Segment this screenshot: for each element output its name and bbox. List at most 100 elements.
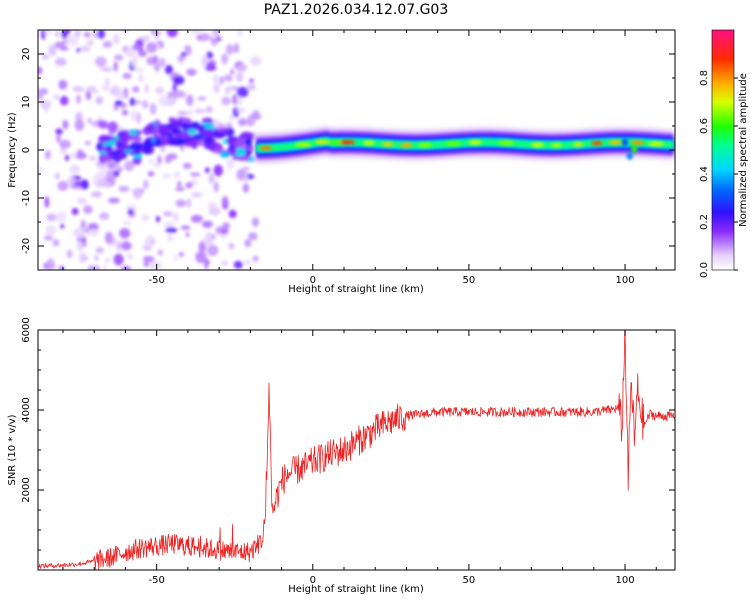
band-hotspot bbox=[630, 140, 645, 145]
noise-blob bbox=[233, 42, 240, 54]
noise-blob bbox=[60, 223, 65, 229]
noise-blob bbox=[221, 260, 229, 266]
noise-blob bbox=[107, 121, 119, 134]
noise-blob bbox=[162, 222, 175, 228]
noise-blob bbox=[175, 186, 185, 192]
noise-blob bbox=[141, 99, 149, 109]
cluster-blob bbox=[154, 137, 162, 147]
noise-blob bbox=[159, 145, 166, 153]
noise-blob bbox=[160, 57, 166, 68]
snr-y-axis-label: SNR (10 * v/v) bbox=[7, 414, 18, 485]
noise-blob bbox=[185, 182, 193, 189]
snr-x-axis-label: Height of straight line (km) bbox=[288, 584, 424, 595]
noise-blob bbox=[221, 53, 228, 65]
noise-blob bbox=[44, 150, 51, 160]
noise-blob bbox=[177, 110, 188, 116]
spectrogram-y-axis-label: Frequency (Hz) bbox=[7, 112, 18, 188]
signal-cluster bbox=[96, 117, 256, 163]
noise-blob bbox=[76, 94, 81, 104]
noise-blob bbox=[59, 46, 69, 51]
cluster-blob bbox=[117, 145, 128, 151]
noise-blob bbox=[74, 30, 81, 38]
y-tick-label: 2000 bbox=[21, 477, 32, 502]
noise-blob bbox=[152, 55, 158, 63]
noise-blob bbox=[116, 240, 122, 251]
snr-series-line bbox=[38, 330, 675, 570]
noise-blob bbox=[76, 47, 81, 53]
noise-blob bbox=[153, 162, 161, 169]
noise-blob bbox=[131, 44, 143, 51]
noise-blob bbox=[205, 106, 213, 113]
noise-blob bbox=[41, 53, 49, 60]
noise-blob bbox=[135, 112, 142, 124]
noise-blob bbox=[101, 85, 110, 91]
x-tick-label: 100 bbox=[615, 275, 634, 286]
cluster-blob bbox=[236, 155, 250, 161]
band-hotspots bbox=[259, 139, 665, 151]
noise-blob bbox=[185, 46, 192, 56]
noise-blob bbox=[102, 40, 113, 49]
noise-blob bbox=[246, 83, 256, 91]
noise-blob bbox=[206, 61, 216, 67]
noise-blob bbox=[44, 196, 50, 208]
noise-blob bbox=[242, 183, 250, 193]
noise-blob bbox=[130, 60, 138, 67]
noise-blob bbox=[155, 86, 165, 95]
noise-blob bbox=[83, 32, 91, 38]
noise-blob bbox=[237, 118, 247, 126]
noise-blob bbox=[52, 239, 60, 247]
noise-blob bbox=[110, 237, 116, 244]
noise-blob bbox=[144, 83, 149, 94]
noise-blob bbox=[74, 119, 84, 131]
band-hotspot bbox=[363, 140, 375, 146]
noise-blob bbox=[80, 179, 89, 190]
band-disturbance bbox=[622, 138, 629, 147]
noise-blob bbox=[114, 100, 123, 107]
noise-blob bbox=[137, 74, 144, 83]
band-core bbox=[256, 138, 674, 151]
noise-blob bbox=[173, 212, 179, 222]
y-tick-label: 6000 bbox=[21, 317, 32, 342]
colorbar-tick-label: 0.4 bbox=[699, 166, 710, 182]
noise-blob bbox=[74, 227, 86, 239]
cluster-blob bbox=[219, 151, 231, 158]
noise-blob bbox=[54, 172, 60, 180]
x-tick-label: 0 bbox=[310, 575, 316, 586]
x-tick-label: -50 bbox=[148, 575, 164, 586]
noise-blob bbox=[237, 30, 243, 36]
noise-blob bbox=[213, 164, 223, 177]
noise-blob bbox=[142, 179, 149, 190]
noise-blob bbox=[201, 117, 214, 125]
noise-blob bbox=[98, 120, 109, 129]
x-tick-label: 100 bbox=[615, 575, 634, 586]
cluster-blob bbox=[201, 128, 215, 138]
noise-blob bbox=[147, 171, 155, 177]
noise-blob bbox=[228, 242, 235, 250]
noise-blob bbox=[236, 107, 246, 113]
cluster-blob bbox=[174, 132, 188, 138]
noise-blob bbox=[88, 265, 94, 270]
y-tick-label: 10 bbox=[21, 96, 32, 109]
noise-blob bbox=[165, 96, 176, 107]
colorbar-tick-label: 0.2 bbox=[699, 214, 710, 230]
noise-blob bbox=[173, 75, 185, 85]
noise-blob bbox=[95, 56, 107, 67]
noise-blob bbox=[66, 249, 73, 259]
band-hotspot bbox=[444, 141, 462, 146]
colorbar-label: Normalized spectral amplitude bbox=[738, 73, 749, 227]
noise-blob bbox=[175, 199, 187, 208]
noise-blob bbox=[40, 99, 52, 109]
noise-blob bbox=[69, 164, 81, 175]
cluster-blob bbox=[102, 136, 116, 141]
cluster-blob bbox=[147, 122, 154, 131]
noise-blob bbox=[122, 220, 132, 225]
band-hotspot bbox=[418, 142, 433, 148]
x-tick-label: -50 bbox=[148, 275, 164, 286]
noise-blob bbox=[236, 168, 247, 181]
noise-blob bbox=[229, 86, 241, 91]
noise-blob bbox=[232, 94, 238, 105]
noise-blob bbox=[119, 227, 131, 239]
noise-blob bbox=[236, 63, 248, 72]
noise-blob bbox=[62, 119, 69, 130]
